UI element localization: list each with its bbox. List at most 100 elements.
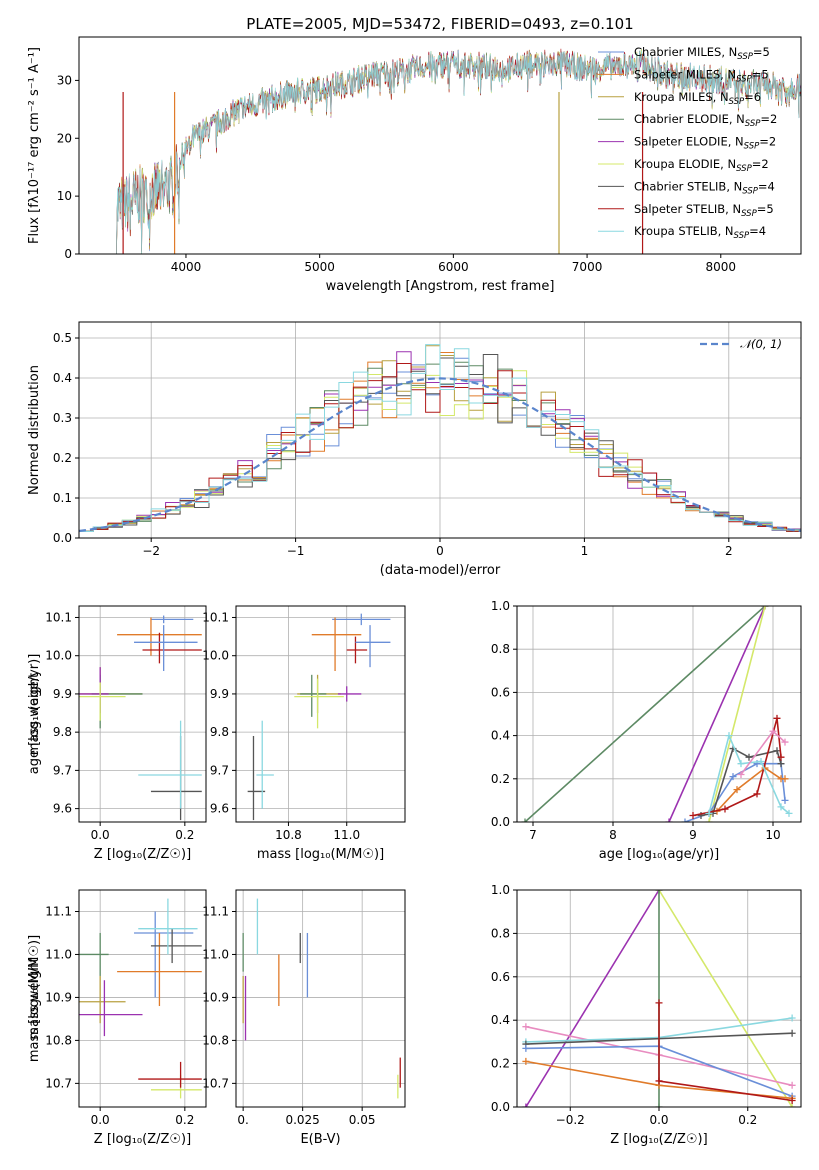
panel-age-vs-Z: 0.0 0.2 9.6 9.7 9.8 9.9 10.0 10.1 Z [log₁₀(Z/Z☉)…: [27, 605, 207, 862]
errorbar-point: [134, 911, 194, 998]
x-tick-label: 0.0: [91, 828, 110, 842]
axes-frame: [516, 889, 802, 1108]
weight-marker: [729, 773, 737, 781]
weight-marker: [769, 727, 777, 735]
figure-title: PLATE=2005, MJD=53472, FIBERID=0493, z=0…: [246, 15, 633, 33]
errorbar-point: [311, 617, 362, 671]
weight-series: [522, 890, 663, 1107]
x-axis-label: E(B-V): [300, 1132, 340, 1147]
x-tick-label: 10.8: [275, 828, 302, 842]
y-tick-label: 0.5: [53, 331, 72, 345]
plot-area: [521, 606, 793, 822]
errorbar-point: [79, 932, 109, 976]
weight-marker: [788, 1096, 796, 1104]
axes-frame: [516, 605, 802, 823]
weight-marker: [788, 1014, 796, 1022]
errorbar-point: [337, 686, 362, 702]
weight-marker: [777, 753, 785, 761]
legend-subscript: SSP: [745, 119, 761, 129]
errorbar-point: [79, 667, 109, 714]
weight-marker: [757, 758, 765, 766]
weight-marker: [705, 818, 713, 822]
x-tick-label: 6000: [438, 260, 469, 274]
plot-area: [79, 344, 801, 538]
y-tick-label: 10.8: [45, 1033, 72, 1047]
legend-subscript: SSP: [734, 231, 750, 241]
axes-frame: [78, 605, 207, 823]
plot-area: [79, 898, 202, 1099]
weight-marker: [788, 1103, 796, 1107]
legend-tail: =2: [759, 135, 776, 149]
errorbar-point: [294, 678, 344, 729]
y-tick-label: 11.0: [202, 947, 229, 961]
panel-mass-vs-Z: 0.0 0.2 10.7 10.8 10.9 11.0 11.1 Z [log₁₀(Z/Z☉)…: [27, 889, 207, 1147]
y-tick-label: 10.8: [202, 1033, 229, 1047]
axes-frame: [78, 321, 802, 539]
x-tick-label: 8000: [706, 260, 737, 274]
y-tick-label: 10.0: [202, 649, 229, 663]
x-tick-label: 0.2: [738, 1113, 757, 1127]
legend-entry: 𝒩(0, 1): [740, 337, 782, 351]
legend-tail: =5: [753, 45, 770, 59]
legend-entry: Chabrier MILES, NSSP=5: [634, 45, 770, 62]
weight-marker: [737, 770, 745, 778]
y-tick-label: 10.7: [202, 1076, 229, 1090]
panel-weight-vs-age: 7 8 9 10 0.0 0.2 0.4 0.6 0.8 1.0 age [log₁₀(age/yr…: [27, 599, 802, 862]
x-tick-label: 4000: [171, 260, 202, 274]
weight-marker: [705, 809, 713, 817]
weight-marker: [521, 818, 529, 822]
y-tick-label: 0.4: [53, 371, 72, 385]
weight-marker: [522, 1023, 530, 1031]
legend-subscript: SSP: [736, 74, 752, 84]
legend-subscript: SSP: [744, 142, 760, 152]
y-tick-label: 9.6: [53, 802, 72, 816]
weight-marker: [761, 606, 769, 610]
legend-tail: =2: [760, 112, 777, 126]
legend-text: Salpeter ELODIE, N: [634, 135, 744, 149]
y-tick-label: 9.8: [210, 725, 229, 739]
weight-marker: [781, 775, 789, 783]
axes-frame: [78, 36, 802, 255]
legend-text: Chabrier STELIB, N: [634, 179, 742, 193]
errorbar-point: [79, 667, 143, 714]
weight-series: [655, 890, 796, 1107]
x-tick-label: 10: [765, 828, 780, 842]
errorbar-point: [256, 720, 274, 809]
errorbar-point: [150, 615, 194, 624]
plot-area: [242, 898, 401, 1099]
errorbar-point: [150, 928, 202, 964]
x-axis-label: Z [log₁₀(Z/Z☉)]: [94, 847, 191, 862]
legend-subscript: SSP: [736, 164, 752, 174]
weight-line: [708, 733, 790, 815]
weight-marker: [753, 790, 761, 798]
y-tick-label: 10.1: [45, 610, 72, 624]
y-tick-label: 9.9: [210, 687, 229, 701]
weight-marker: [788, 1029, 796, 1037]
legend-tail: =4: [749, 224, 766, 238]
y-tick-label: 11.1: [45, 904, 72, 918]
legend-entry: Salpeter MILES, NSSP=5: [634, 67, 769, 84]
y-tick-label: 0.2: [491, 1057, 510, 1071]
y-tick-label: 9.8: [53, 725, 72, 739]
weight-marker: [725, 732, 733, 740]
histogram-series: [79, 344, 801, 538]
weight-line: [668, 606, 766, 822]
y-tick-label: 10.7: [45, 1076, 72, 1090]
legend-entry: Kroupa ELODIE, NSSP=2: [634, 157, 769, 174]
y-axis-label: mass weight: [27, 673, 42, 755]
y-tick-label: 11.1: [202, 904, 229, 918]
x-tick-label: 5000: [304, 260, 335, 274]
errorbar-point: [138, 898, 198, 955]
x-axis-label: Z [log₁₀(Z/Z☉)]: [94, 1132, 191, 1147]
y-axis-label: age [log₁₀(age/yr)]: [27, 654, 42, 775]
panel-spectrum: 4000 5000 6000 7000 8000 0 10 20 30 wavelength [A…: [27, 36, 802, 294]
errorbar-point: [355, 625, 391, 668]
weight-marker: [522, 1057, 530, 1065]
errorbar-point: [150, 735, 202, 821]
weight-marker: [745, 753, 753, 761]
legend-subscript: SSP: [741, 209, 757, 219]
y-axis-label: mass [log₁₀(M/M☉)]: [27, 935, 42, 1062]
legend-entry: Kroupa MILES, NSSP=6: [634, 90, 761, 107]
y-tick-label: 0.1: [53, 491, 72, 505]
x-tick-label: 7: [529, 828, 537, 842]
